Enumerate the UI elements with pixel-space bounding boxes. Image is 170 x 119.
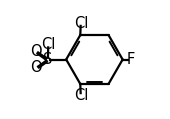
Text: Cl: Cl [74, 88, 88, 103]
Text: S: S [43, 52, 53, 67]
Text: O: O [30, 44, 42, 59]
Text: Cl: Cl [41, 37, 56, 52]
Text: F: F [127, 52, 135, 67]
Text: O: O [30, 60, 42, 75]
Text: Cl: Cl [74, 16, 88, 31]
